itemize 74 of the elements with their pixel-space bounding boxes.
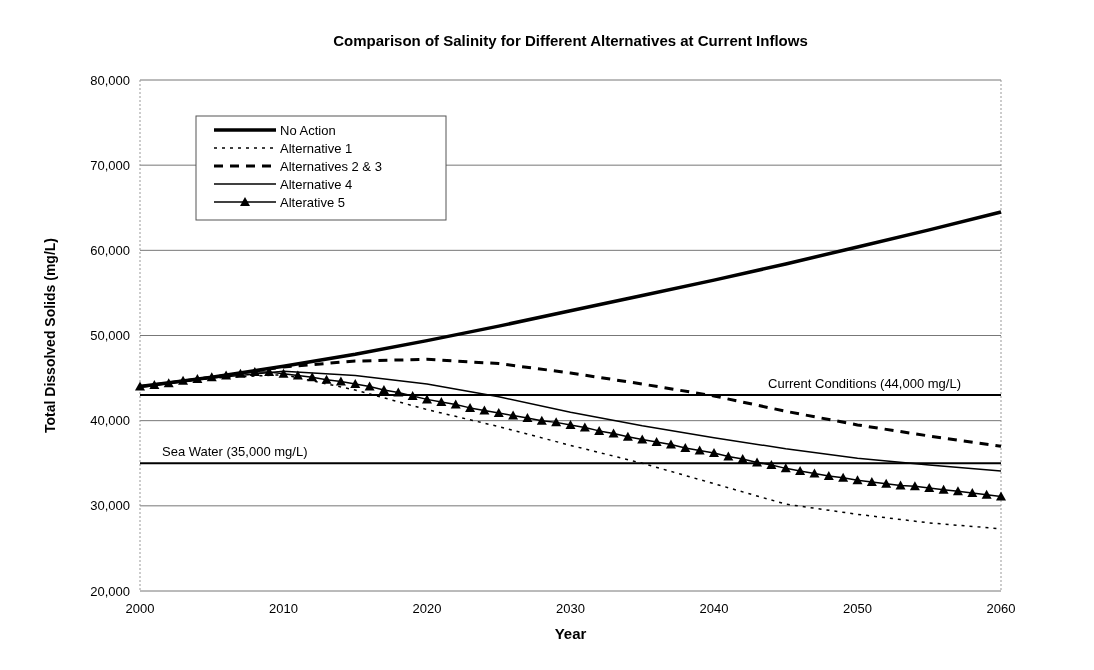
point	[766, 459, 777, 469]
point	[378, 385, 389, 395]
legend-label: Alterative 5	[280, 194, 346, 210]
point	[952, 486, 963, 496]
x-tick-label: 2000	[125, 601, 155, 616]
point	[565, 419, 576, 429]
point	[235, 368, 246, 378]
point	[579, 422, 590, 432]
legend-label: Alternative 1	[280, 140, 353, 156]
y-tick-label: 20,000	[90, 583, 130, 599]
point	[881, 478, 892, 488]
point	[178, 375, 189, 385]
point	[307, 372, 318, 382]
point	[737, 453, 748, 463]
ref-line-label: Current Conditions (44,000 mg/L)	[768, 376, 961, 392]
point	[709, 448, 719, 458]
point	[622, 431, 633, 441]
point	[637, 434, 648, 444]
y-tick-label: 80,000	[90, 72, 130, 88]
y-tick-label: 40,000	[90, 413, 130, 429]
point	[436, 396, 447, 406]
point	[694, 445, 705, 455]
x-tick-label: 2030	[556, 601, 585, 616]
point	[981, 489, 992, 499]
legend-label: Alternative 4	[280, 176, 353, 192]
point	[665, 439, 676, 449]
point	[938, 484, 949, 494]
point	[221, 370, 232, 380]
x-tick-label: 2040	[699, 601, 729, 616]
ref-line-label: Sea Water (35,000 mg/L)	[162, 444, 308, 460]
point	[292, 370, 303, 380]
point	[909, 481, 920, 491]
y-tick-label: 30,000	[90, 498, 130, 514]
x-axis-title: Year	[554, 625, 587, 642]
point	[364, 381, 375, 391]
point	[852, 475, 863, 485]
chart-title: Comparison of Salinity for Different Alternatives at Current Inflows	[333, 32, 808, 49]
y-tick-label: 60,000	[90, 242, 130, 258]
point	[522, 413, 533, 423]
point	[249, 367, 260, 377]
point	[680, 442, 691, 452]
point	[149, 379, 160, 389]
y-axis-title: Total Dissolved Solids (mg/L)	[42, 238, 58, 433]
point	[508, 410, 519, 420]
point	[838, 472, 849, 482]
point	[594, 425, 605, 435]
point	[192, 373, 203, 383]
y-tick-label: 70,000	[90, 157, 130, 173]
point	[393, 387, 404, 397]
point	[795, 465, 806, 475]
point	[163, 378, 174, 388]
x-tick-label: 2050	[843, 601, 872, 616]
x-tick-label: 2010	[269, 601, 298, 616]
point	[536, 415, 547, 425]
point	[321, 374, 332, 384]
x-tick-label: 2060	[986, 601, 1016, 616]
point	[752, 457, 763, 467]
y-tick-label: 50,000	[90, 328, 130, 344]
point	[651, 436, 662, 446]
point	[823, 471, 834, 481]
point	[924, 482, 935, 492]
point	[465, 402, 476, 412]
point	[407, 390, 418, 400]
point	[551, 417, 562, 427]
x-tick-label: 2020	[412, 601, 442, 616]
point	[479, 405, 490, 415]
point	[493, 408, 504, 417]
point	[895, 480, 906, 490]
legend-label: Alternatives 2 & 3	[280, 158, 382, 174]
legend-label: No Action	[280, 122, 336, 138]
point	[866, 476, 877, 486]
point	[780, 463, 791, 473]
point	[350, 379, 361, 389]
point	[967, 488, 978, 498]
